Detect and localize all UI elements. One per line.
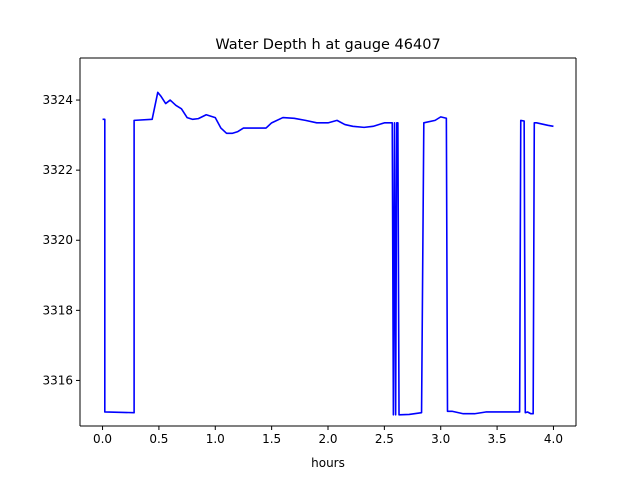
axes-background xyxy=(80,58,576,426)
y-tick-label: 3322 xyxy=(42,163,73,177)
x-tick-label: 4.0 xyxy=(544,432,563,446)
x-axis-label: hours xyxy=(311,456,345,470)
y-tick-label: 3320 xyxy=(42,233,73,247)
y-tick-label: 3316 xyxy=(42,373,73,387)
x-tick-label: 1.0 xyxy=(206,432,225,446)
x-tick-label: 2.0 xyxy=(318,432,337,446)
series-line-0 xyxy=(102,91,554,416)
y-tick-label: 3318 xyxy=(42,303,73,317)
y-tick-label: 3324 xyxy=(42,93,73,107)
x-tick-label: 1.5 xyxy=(262,432,281,446)
x-tick-label: 0.0 xyxy=(93,432,112,446)
x-tick-label: 3.5 xyxy=(488,432,507,446)
x-tick-label: 3.0 xyxy=(431,432,450,446)
plot-area: 0.0 0.5 1.0 1.5 2.0 2.5 3.0 3.5 4.0 3316 3318 3320 3… xyxy=(42,57,577,446)
x-tick-label: 2.5 xyxy=(375,432,394,446)
x-tick-label: 0.5 xyxy=(149,432,168,446)
chart-title: Water Depth h at gauge 46407 xyxy=(215,37,440,53)
